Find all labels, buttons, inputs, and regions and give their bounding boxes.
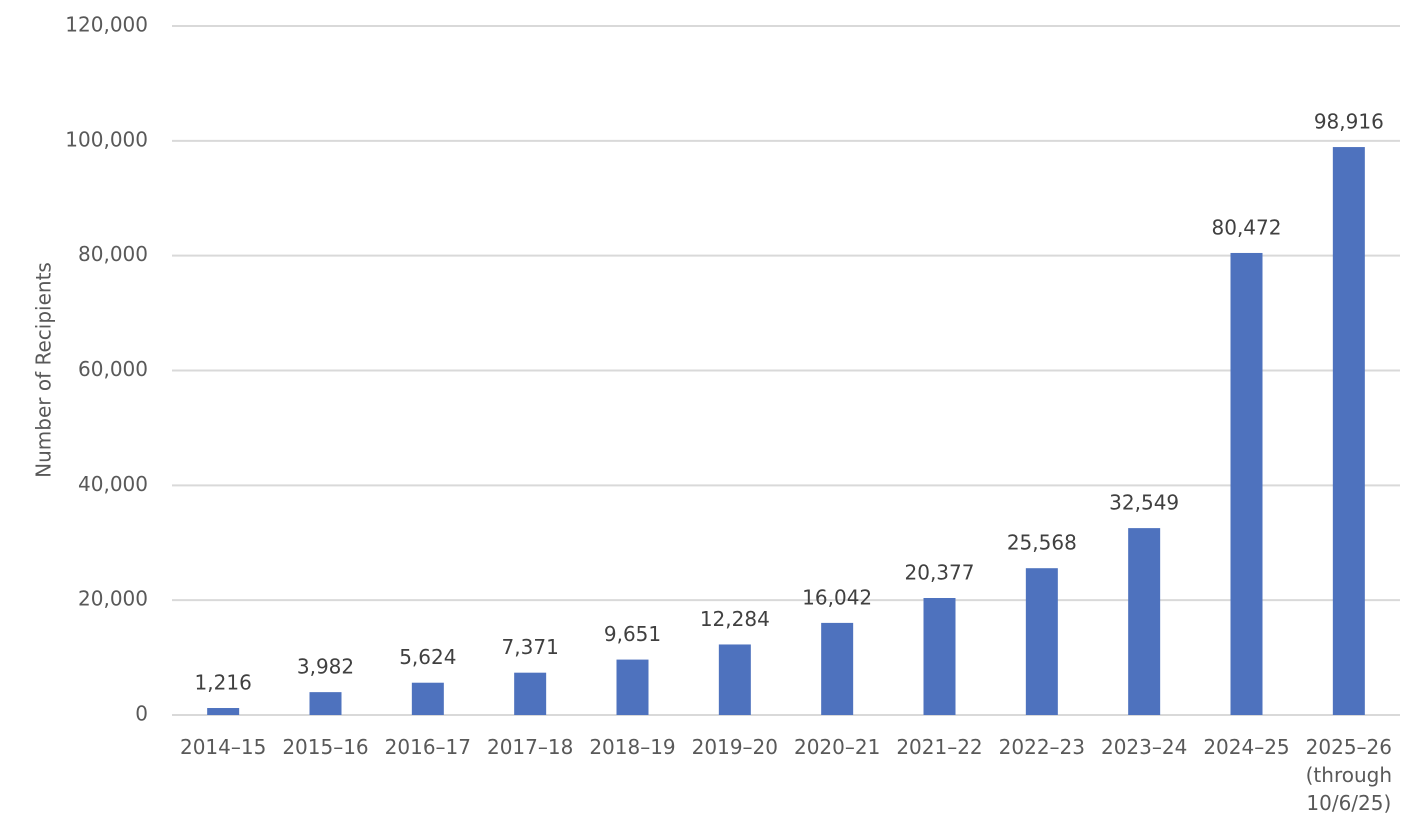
value-label: 12,284 <box>700 607 770 631</box>
bar <box>821 622 854 715</box>
bar <box>923 598 956 715</box>
bar <box>1025 568 1058 715</box>
x-tick-label: 2021–22 <box>896 735 983 759</box>
x-tick-label: 2024–25 <box>1203 735 1290 759</box>
y-tick-label: 120,000 <box>65 13 148 37</box>
x-tick-label: 2014–15 <box>179 735 267 759</box>
value-label: 25,568 <box>1007 531 1077 555</box>
y-tick-label: 20,000 <box>78 587 148 611</box>
x-tick-label: 2018–19 <box>589 735 676 759</box>
x-tick-label: 2023–24 <box>1100 735 1188 759</box>
bar <box>411 682 444 715</box>
x-tick-label: 2019–20 <box>691 735 778 759</box>
value-label: 5,624 <box>399 645 456 669</box>
x-tick-label: 2016–17 <box>384 735 471 759</box>
x-tick-label: 2025–26 (through 10/6/25) <box>1305 735 1393 815</box>
x-tick-label: 2022–23 <box>998 735 1085 759</box>
y-tick-label: 80,000 <box>78 242 148 266</box>
y-tick-label: 100,000 <box>65 127 148 151</box>
value-label: 80,472 <box>1212 215 1282 239</box>
value-label: 7,371 <box>502 635 559 659</box>
value-label: 1,216 <box>195 671 252 695</box>
y-tick-label: 40,000 <box>78 472 148 496</box>
value-label: 3,982 <box>297 655 354 679</box>
value-label: 16,042 <box>802 585 872 609</box>
y-tick-label: 60,000 <box>78 357 148 381</box>
x-tick-label: 2017–18 <box>486 735 574 759</box>
value-label: 9,651 <box>604 622 661 646</box>
bar <box>1128 528 1161 715</box>
value-label: 98,916 <box>1314 110 1384 134</box>
y-axis-label: Number of Recipients <box>32 262 56 478</box>
y-tick-label: 0 <box>135 702 148 726</box>
bar <box>207 708 240 715</box>
x-tick-label: 2020–21 <box>793 735 881 759</box>
x-tick-label: 2015–16 <box>282 735 369 759</box>
bar <box>1332 147 1365 715</box>
bar <box>309 692 342 715</box>
value-label: 20,377 <box>905 561 975 585</box>
value-label: 32,549 <box>1109 491 1179 515</box>
bar <box>514 672 547 715</box>
bar <box>616 659 649 715</box>
bar <box>1230 252 1263 715</box>
bar <box>718 644 751 715</box>
